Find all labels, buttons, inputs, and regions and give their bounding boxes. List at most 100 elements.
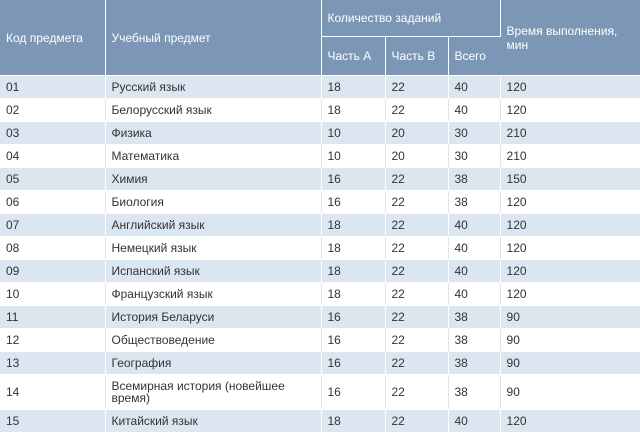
cell-part-b: 22: [385, 409, 449, 433]
cell-time: 120: [500, 75, 640, 99]
table-row: 03 Физика 10 20 30 210: [0, 121, 640, 145]
cell-total: 38: [448, 167, 501, 191]
cell-time: 120: [500, 190, 640, 214]
cell-part-b: 22: [385, 305, 449, 329]
table-body: 01 Русский язык 18 22 40 120 02 Белорусский язы…: [0, 75, 640, 433]
cell-time: 90: [500, 374, 640, 410]
cell-total: 40: [448, 75, 501, 99]
cell-code: 03: [0, 121, 106, 145]
cell-part-a: 10: [321, 144, 386, 168]
cell-total: 40: [448, 259, 501, 283]
cell-part-b: 22: [385, 213, 449, 237]
table-row: 02 Белорусский язык 18 22 40 120: [0, 98, 640, 122]
cell-subject: Немецкий язык: [105, 236, 322, 260]
header-task-count: Количество заданий: [321, 0, 501, 37]
cell-part-a: 16: [321, 328, 386, 352]
table-row: 14 Всемирная история (новейшее время) 16 22…: [0, 374, 640, 410]
cell-code: 01: [0, 75, 106, 99]
cell-time: 120: [500, 282, 640, 306]
cell-part-a: 18: [321, 98, 386, 122]
table-row: 09 Испанский язык 18 22 40 120: [0, 259, 640, 283]
cell-code: 15: [0, 409, 106, 433]
table-header: Код предмета Учебный предмет Количество …: [0, 0, 640, 76]
cell-time: 210: [500, 144, 640, 168]
cell-part-b: 22: [385, 328, 449, 352]
cell-subject: Химия: [105, 167, 322, 191]
cell-time: 120: [500, 98, 640, 122]
table-row: 13 География 16 22 38 90: [0, 351, 640, 375]
cell-code: 06: [0, 190, 106, 214]
cell-part-b: 22: [385, 167, 449, 191]
cell-subject: Обществоведение: [105, 328, 322, 352]
cell-part-b: 22: [385, 351, 449, 375]
cell-code: 14: [0, 374, 106, 410]
table-row: 07 Английский язык 18 22 40 120: [0, 213, 640, 237]
cell-time: 120: [500, 213, 640, 237]
cell-part-a: 16: [321, 167, 386, 191]
cell-time: 90: [500, 328, 640, 352]
cell-time: 90: [500, 305, 640, 329]
cell-part-a: 18: [321, 259, 386, 283]
cell-part-b: 22: [385, 98, 449, 122]
cell-part-a: 16: [321, 374, 386, 410]
cell-total: 38: [448, 305, 501, 329]
cell-part-b: 22: [385, 75, 449, 99]
table-row: 11 История Беларуси 16 22 38 90: [0, 305, 640, 329]
cell-time: 90: [500, 351, 640, 375]
cell-part-a: 16: [321, 351, 386, 375]
table-row: 15 Китайский язык 18 22 40 120: [0, 409, 640, 433]
table-row: 05 Химия 16 22 38 150: [0, 167, 640, 191]
cell-code: 05: [0, 167, 106, 191]
cell-part-b: 22: [385, 374, 449, 410]
cell-total: 40: [448, 409, 501, 433]
cell-part-a: 18: [321, 282, 386, 306]
cell-part-a: 18: [321, 75, 386, 99]
cell-subject: География: [105, 351, 322, 375]
cell-subject: Испанский язык: [105, 259, 322, 283]
cell-code: 08: [0, 236, 106, 260]
cell-part-b: 22: [385, 236, 449, 260]
cell-code: 12: [0, 328, 106, 352]
table-row: 04 Математика 10 20 30 210: [0, 144, 640, 168]
cell-total: 40: [448, 236, 501, 260]
cell-total: 40: [448, 213, 501, 237]
cell-time: 210: [500, 121, 640, 145]
table-row: 06 Биология 16 22 38 120: [0, 190, 640, 214]
cell-total: 38: [448, 374, 501, 410]
header-code: Код предмета: [0, 0, 106, 76]
cell-subject: Математика: [105, 144, 322, 168]
cell-subject: Биология: [105, 190, 322, 214]
cell-subject: Французский язык: [105, 282, 322, 306]
cell-code: 07: [0, 213, 106, 237]
cell-total: 30: [448, 121, 501, 145]
cell-part-b: 20: [385, 121, 449, 145]
cell-code: 02: [0, 98, 106, 122]
header-part-a: Часть A: [321, 36, 386, 76]
cell-part-a: 16: [321, 305, 386, 329]
cell-part-a: 18: [321, 236, 386, 260]
cell-part-b: 22: [385, 259, 449, 283]
cell-total: 38: [448, 190, 501, 214]
cell-subject: Русский язык: [105, 75, 322, 99]
cell-subject: История Беларуси: [105, 305, 322, 329]
cell-total: 40: [448, 98, 501, 122]
cell-part-b: 22: [385, 282, 449, 306]
cell-subject: Всемирная история (новейшее время): [105, 374, 322, 410]
table-row: 12 Обществоведение 16 22 38 90: [0, 328, 640, 352]
cell-subject: Китайский язык: [105, 409, 322, 433]
header-total: Всего: [448, 36, 501, 76]
table-row: 08 Немецкий язык 18 22 40 120: [0, 236, 640, 260]
cell-time: 120: [500, 236, 640, 260]
cell-code: 13: [0, 351, 106, 375]
cell-part-b: 20: [385, 144, 449, 168]
cell-total: 30: [448, 144, 501, 168]
cell-time: 150: [500, 167, 640, 191]
table-row: 10 Французский язык 18 22 40 120: [0, 282, 640, 306]
cell-code: 10: [0, 282, 106, 306]
cell-time: 120: [500, 409, 640, 433]
cell-part-a: 16: [321, 190, 386, 214]
cell-part-a: 18: [321, 213, 386, 237]
cell-total: 40: [448, 282, 501, 306]
header-subject: Учебный предмет: [105, 0, 322, 76]
header-time: Время выполнения, мин: [500, 0, 640, 76]
